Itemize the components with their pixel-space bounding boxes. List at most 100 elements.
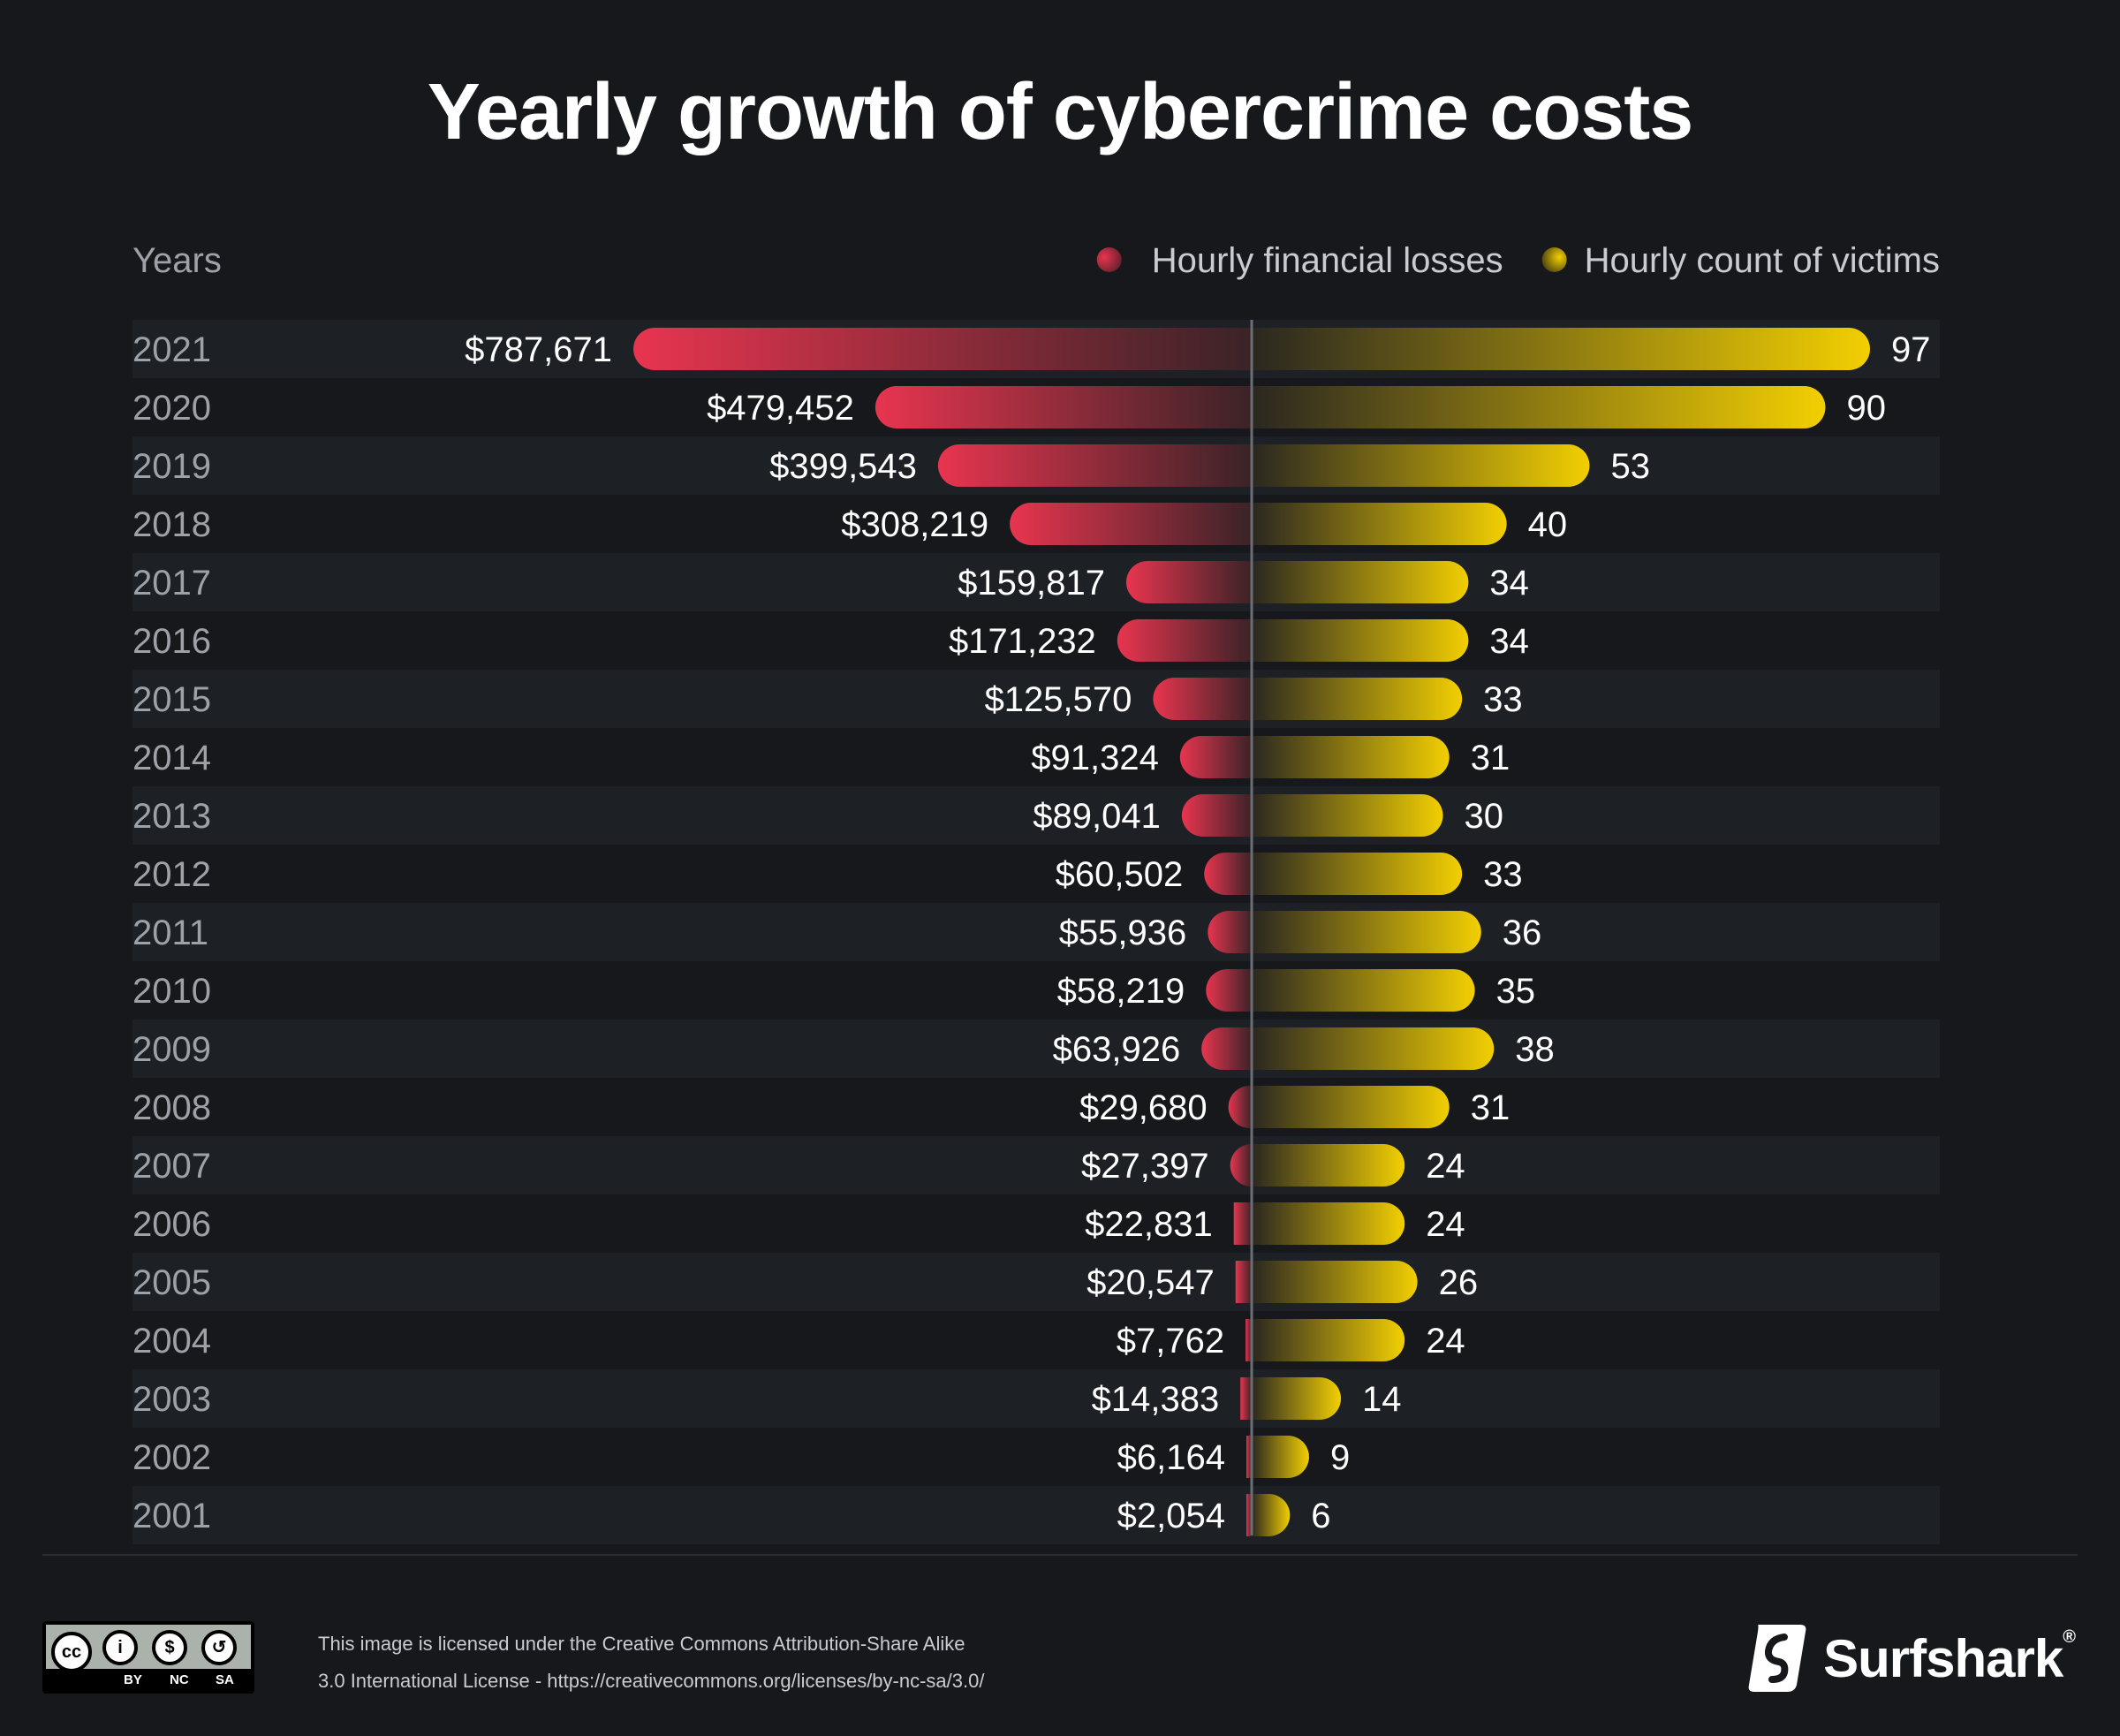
row-band xyxy=(132,1020,1940,1078)
victims-value-label: 24 xyxy=(1426,1322,1465,1361)
loss-bar xyxy=(1230,1144,1252,1186)
loss-value-label: $6,164 xyxy=(1117,1438,1225,1477)
row-band xyxy=(132,903,1940,961)
row-2017: 2017 $159,817 34 xyxy=(132,553,1940,611)
victims-bar xyxy=(1252,386,1826,428)
row-2014: 2014 $91,324 31 xyxy=(132,736,1510,778)
victims-bar xyxy=(1252,1319,1405,1361)
loss-bar xyxy=(1125,561,1252,603)
victims-bar xyxy=(1252,1261,1418,1303)
license-line-1: This image is licensed under the Creativ… xyxy=(318,1633,965,1655)
row-2018: 2018 $308,219 40 xyxy=(132,503,1567,545)
victims-bar xyxy=(1252,969,1475,1012)
row-2021: 2021 $787,671 97 xyxy=(132,320,1940,378)
victims-bar xyxy=(1252,1436,1309,1478)
victims-bar xyxy=(1252,853,1463,895)
legend-label-victims: Hourly count of victims xyxy=(1585,241,1940,280)
year-label: 2010 xyxy=(132,972,211,1011)
victims-bar xyxy=(1252,794,1443,837)
loss-value-label: $14,383 xyxy=(1092,1380,1220,1419)
row-band xyxy=(132,1136,1940,1194)
cc-label-by: BY xyxy=(124,1672,142,1687)
loss-value-label: $89,041 xyxy=(1033,797,1161,836)
year-label: 2002 xyxy=(132,1438,211,1477)
loss-value-label: $63,926 xyxy=(1053,1030,1181,1069)
loss-value-label: $60,502 xyxy=(1056,855,1184,894)
loss-value-label: $55,936 xyxy=(1059,913,1187,952)
loss-value-label: $171,232 xyxy=(949,622,1096,661)
cc-sharealike-icon: ↺ xyxy=(201,1630,237,1665)
chart-title: Yearly growth of cybercrime costs xyxy=(427,68,1694,156)
row-2010: 2010 $58,219 35 xyxy=(132,969,1535,1012)
row-2008: 2008 $29,680 31 xyxy=(132,1086,1510,1128)
year-label: 2015 xyxy=(132,680,211,719)
loss-bar xyxy=(1153,678,1252,720)
victims-bar xyxy=(1252,678,1463,720)
loss-value-label: $7,762 xyxy=(1117,1322,1224,1361)
row-2009: 2009 $63,926 38 xyxy=(132,1020,1940,1078)
row-band xyxy=(132,1253,1940,1311)
year-label: 2008 xyxy=(132,1088,211,1127)
victims-bar xyxy=(1252,1027,1495,1070)
legend-dot-losses xyxy=(1096,247,1122,272)
legend-label-losses: Hourly financial losses xyxy=(1152,241,1503,280)
loss-value-label: $2,054 xyxy=(1117,1497,1225,1535)
cc-label-sa: SA xyxy=(216,1672,234,1687)
license-text: This image is licensed under the Creativ… xyxy=(318,1626,1201,1700)
victims-value-label: 24 xyxy=(1426,1147,1465,1186)
loss-bar xyxy=(1235,1261,1252,1303)
footer-divider xyxy=(42,1554,2078,1556)
license-line-2[interactable]: 3.0 International License - https://crea… xyxy=(318,1670,985,1692)
victims-bar xyxy=(1252,1202,1405,1245)
year-label: 2007 xyxy=(132,1147,211,1186)
loss-value-label: $308,219 xyxy=(841,505,988,544)
legend-dot-victims xyxy=(1541,247,1567,272)
victims-bar xyxy=(1252,328,1870,370)
victims-bar xyxy=(1252,561,1469,603)
surfshark-logo[interactable]: Surfshark ® xyxy=(1745,1618,2076,1698)
cc-license-logo[interactable]: cc i $ ↺ BY NC SA xyxy=(42,1621,254,1694)
loss-bar xyxy=(1201,1027,1252,1070)
row-2015: 2015 $125,570 33 xyxy=(132,670,1940,728)
cc-logo-strip xyxy=(46,1669,251,1690)
year-label: 2004 xyxy=(132,1322,211,1361)
row-2020: 2020 $479,452 90 xyxy=(132,386,1886,428)
row-band xyxy=(132,1369,1940,1428)
year-label: 2006 xyxy=(132,1205,211,1244)
victims-bar xyxy=(1252,1494,1291,1536)
loss-value-label: $787,671 xyxy=(465,330,612,369)
loss-bar xyxy=(874,386,1252,428)
victims-value-label: 33 xyxy=(1483,855,1523,894)
year-label: 2001 xyxy=(132,1497,211,1535)
year-label: 2003 xyxy=(132,1380,211,1419)
victims-value-label: 34 xyxy=(1489,564,1529,603)
victims-value-label: 6 xyxy=(1311,1497,1330,1535)
victims-value-label: 9 xyxy=(1330,1438,1350,1477)
victims-value-label: 26 xyxy=(1439,1263,1479,1302)
loss-bar xyxy=(1206,969,1252,1012)
loss-value-label: $58,219 xyxy=(1057,972,1185,1011)
row-2011: 2011 $55,936 36 xyxy=(132,903,1940,961)
cc-icon: cc xyxy=(51,1632,92,1672)
loss-bar xyxy=(1228,1086,1252,1128)
victims-bar xyxy=(1252,1144,1405,1186)
row-2002: 2002 $6,164 9 xyxy=(132,1436,1350,1478)
victims-value-label: 35 xyxy=(1496,972,1536,1011)
loss-value-label: $22,831 xyxy=(1085,1205,1213,1244)
registered-mark: ® xyxy=(2063,1627,2076,1647)
victims-value-label: 33 xyxy=(1483,680,1523,719)
loss-bar xyxy=(1181,794,1252,837)
year-label: 2017 xyxy=(132,564,211,603)
year-label: 2012 xyxy=(132,855,211,894)
victims-bar xyxy=(1252,503,1507,545)
year-label: 2020 xyxy=(132,389,211,428)
victims-value-label: 38 xyxy=(1515,1030,1555,1069)
row-band xyxy=(132,670,1940,728)
row-2006: 2006 $22,831 24 xyxy=(132,1202,1465,1245)
row-2003: 2003 $14,383 14 xyxy=(132,1369,1940,1428)
loss-bar xyxy=(633,328,1252,370)
victims-value-label: 97 xyxy=(1891,330,1931,369)
victims-value-label: 30 xyxy=(1464,797,1503,836)
loss-value-label: $125,570 xyxy=(985,680,1132,719)
loss-bar xyxy=(1240,1377,1252,1420)
